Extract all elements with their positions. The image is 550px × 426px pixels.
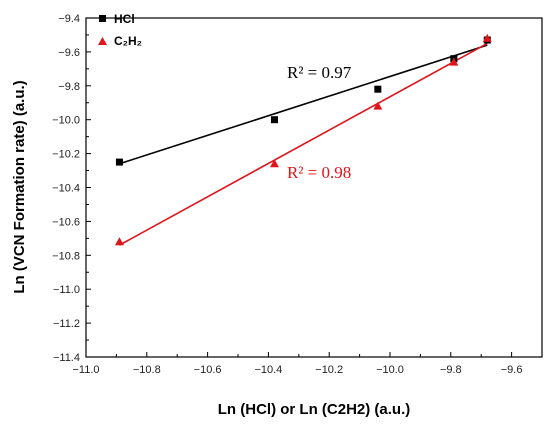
c2h2-data-point [114, 237, 124, 246]
x-axis-title: Ln (HCl) or Ln (C2H2) (a.u.) [218, 401, 410, 418]
x-tick-label: −9.8 [440, 364, 462, 376]
x-tick-label: −10.6 [194, 364, 222, 376]
hcl-data-point [374, 85, 382, 93]
y-axis-title: Ln (VCN Formation rate) (a.u.) [11, 80, 28, 293]
y-tick-label: −10.0 [52, 115, 80, 127]
hcl-data-point [270, 116, 278, 124]
r2-c2h2-annotation: R² = 0.98 [287, 163, 351, 182]
y-tick-label: −10.8 [52, 250, 80, 262]
y-tick-label: −9.4 [58, 13, 80, 25]
x-axis: −11.0 −10.8 −10.6 −10.4 −10.2 −10.0 −9.8 −9.6 [72, 352, 543, 376]
c2h2-data-point [373, 101, 383, 110]
legend-c2h2-label: C₂H₂ [114, 34, 142, 48]
y-axis: −11.4 −11.2 −11.0 −10.8 −10.6 −10.4 −10.2 −10.0… [52, 13, 91, 364]
x-tick-label: −10.2 [315, 364, 343, 376]
c2h2-data-point [482, 33, 492, 42]
legend-hcl-label: HCl [114, 12, 135, 26]
x-tick-label: −11.0 [72, 364, 99, 376]
y-tick-label: −11.2 [53, 318, 80, 330]
y-tick-label: −10.6 [52, 216, 80, 228]
fit-lines [119, 42, 488, 246]
x-tick-label: −9.6 [501, 364, 523, 376]
data-markers [114, 33, 492, 246]
legend: HCl C₂H₂ [98, 12, 142, 48]
x-tick-label: −10.8 [133, 364, 161, 376]
y-tick-label: −9.6 [58, 47, 80, 59]
y-tick-label: −10.2 [52, 149, 80, 161]
y-tick-label: −11.0 [53, 284, 80, 296]
c2h2-fit-line [119, 42, 488, 246]
y-tick-label: −9.8 [58, 81, 80, 93]
y-tick-label: −11.4 [53, 352, 80, 364]
hcl-fit-line [119, 44, 488, 165]
r2-hcl-annotation: R² = 0.97 [287, 63, 352, 82]
x-tick-label: −10.4 [254, 364, 282, 376]
legend-c2h2-marker [98, 37, 107, 45]
c2h2-data-point [449, 57, 459, 66]
hcl-data-point [115, 158, 123, 166]
legend-hcl-marker [99, 15, 106, 22]
y-tick-label: −10.4 [52, 183, 80, 195]
c2h2-data-point [269, 159, 279, 168]
x-tick-label: −10.0 [376, 364, 404, 376]
